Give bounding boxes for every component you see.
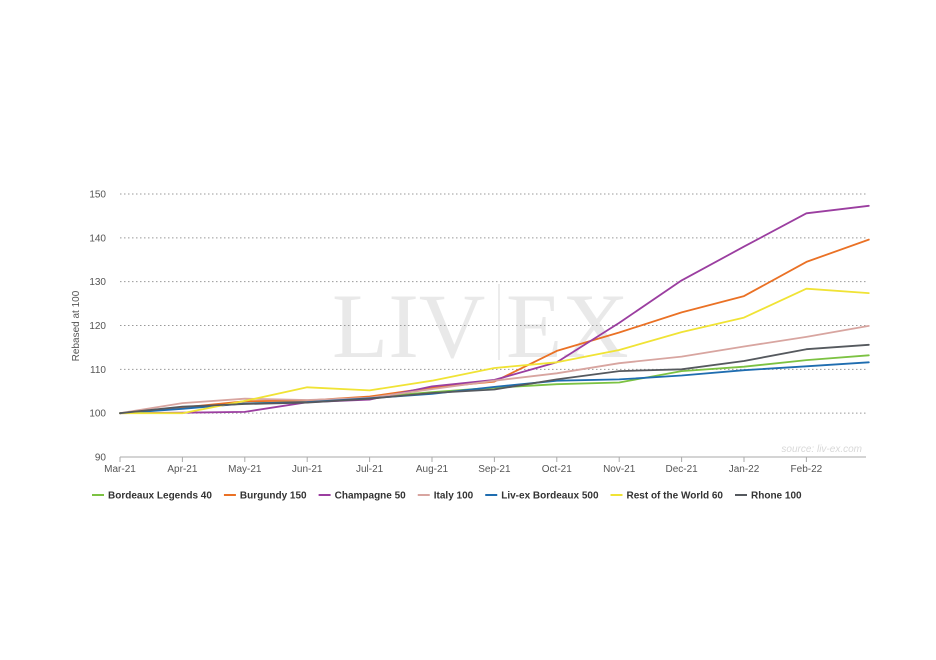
series-line-rest-of-the-world-60[interactable] bbox=[119, 287, 870, 415]
y-tick-label: 130 bbox=[89, 277, 106, 288]
gridlines bbox=[120, 193, 866, 414]
x-tick-label: Apr-21 bbox=[167, 464, 197, 475]
y-tick-label: 110 bbox=[90, 365, 106, 376]
legend-label: Burgundy 150 bbox=[240, 491, 307, 502]
legend-label: Liv-ex Bordeaux 500 bbox=[501, 491, 599, 502]
x-tick-label: Jun-21 bbox=[292, 464, 323, 475]
legend-label: Rhone 100 bbox=[751, 491, 802, 502]
y-axis-title: Rebased at 100 bbox=[71, 290, 82, 361]
legend-item[interactable]: Burgundy 150 bbox=[223, 491, 307, 502]
legend: Bordeaux Legends 40 Burgundy 150 Champagne… bbox=[92, 491, 802, 502]
source-label: source: liv-ex.com bbox=[781, 444, 862, 455]
y-tick-label: 140 bbox=[89, 233, 106, 244]
axes: 90 100 110 120 130 140 150 Mar-21 Apr-21 May-21 Ju… bbox=[89, 190, 866, 475]
x-tick-label: Mar-21 bbox=[104, 464, 136, 475]
x-tick-label: Feb-22 bbox=[791, 464, 823, 475]
x-tick-label: Jan-22 bbox=[729, 464, 760, 475]
legend-item[interactable]: Italy 100 bbox=[417, 491, 474, 502]
legend-item[interactable]: Rhone 100 bbox=[735, 491, 802, 502]
x-tick-label: Dec-21 bbox=[665, 464, 698, 475]
x-tick-label: Nov-21 bbox=[603, 464, 636, 475]
legend-item[interactable]: Rest of the World 60 bbox=[610, 491, 724, 502]
legend-item[interactable]: Bordeaux Legends 40 bbox=[92, 491, 212, 502]
legend-label: Bordeaux Legends 40 bbox=[108, 491, 212, 502]
watermark: LIV EX bbox=[332, 275, 629, 377]
series-line-liv-ex-bordeaux-500[interactable] bbox=[119, 361, 870, 415]
legend-label: Italy 100 bbox=[434, 491, 474, 502]
legend-label: Rest of the World 60 bbox=[627, 491, 724, 502]
legend-item[interactable]: Champagne 50 bbox=[318, 491, 407, 502]
legend-label: Champagne 50 bbox=[335, 491, 407, 502]
y-tick-label: 100 bbox=[89, 409, 106, 420]
x-tick-label: May-21 bbox=[228, 464, 262, 475]
y-tick-label: 120 bbox=[89, 321, 106, 332]
x-tick-label: Sep-21 bbox=[478, 464, 511, 475]
legend-item[interactable]: Liv-ex Bordeaux 500 bbox=[485, 491, 599, 502]
series-line-italy-100[interactable] bbox=[119, 324, 870, 415]
series-lines bbox=[119, 204, 870, 415]
y-tick-label: 150 bbox=[89, 190, 106, 201]
x-tick-label: Aug-21 bbox=[416, 464, 449, 475]
x-tick-label: Jul-21 bbox=[356, 464, 384, 475]
y-tick-label: 90 bbox=[95, 453, 107, 464]
series-line-rhone-100[interactable] bbox=[119, 343, 870, 415]
x-tick-label: Oct-21 bbox=[542, 464, 572, 475]
